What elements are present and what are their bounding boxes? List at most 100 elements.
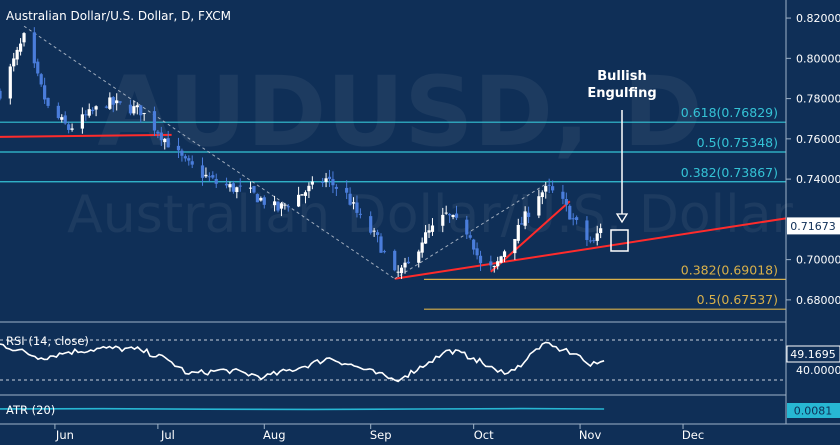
candle-body: [108, 97, 112, 109]
candle-body: [444, 212, 448, 214]
candle-body: [80, 114, 84, 129]
candle-body: [283, 204, 287, 206]
candle-body: [568, 205, 572, 220]
candle-body: [46, 97, 50, 106]
candle-body: [540, 192, 544, 198]
candle-body: [22, 33, 26, 43]
candle-body: [132, 106, 136, 114]
candle-body: [499, 256, 503, 263]
candle-body: [561, 191, 565, 199]
candle-body: [310, 181, 314, 185]
candle-body: [351, 202, 356, 204]
candle-body: [526, 212, 531, 217]
x-tick-label: Nov: [579, 428, 602, 442]
candle-body: [0, 90, 2, 99]
candle-body: [396, 271, 400, 273]
candle-body: [214, 178, 218, 184]
candle-body: [207, 176, 211, 178]
candle-body: [156, 131, 160, 134]
candle-body: [424, 232, 428, 244]
annotation-arrow-head: [615, 213, 629, 224]
candle-body: [166, 138, 170, 148]
candle-body: [115, 100, 119, 104]
rsi-value-label: 49.1695: [790, 348, 836, 361]
trendlines: [0, 25, 787, 280]
trendline: [394, 217, 787, 280]
candle-body: [441, 214, 445, 226]
annotation-line1: Bullish: [597, 69, 647, 84]
y-axis: 0.82000 0.80000 0.78000 0.76000 0.74000 0.700…: [786, 12, 840, 307]
candle-body: [231, 183, 235, 192]
candle-body: [15, 49, 19, 60]
fib-label: 0.618(0.76829): [681, 105, 778, 120]
candle-body: [228, 184, 232, 188]
candle-body: [60, 117, 64, 120]
candle-body: [420, 242, 424, 253]
candle-body: [272, 201, 277, 206]
candle-body: [492, 266, 496, 268]
x-tick-label: Dec: [682, 428, 704, 442]
candle-body: [235, 187, 239, 193]
candle-body: [262, 197, 266, 205]
candle-body: [204, 174, 208, 177]
candle-body: [489, 261, 493, 266]
candle-body: [502, 251, 507, 257]
fib-label: 0.382(0.69018): [681, 262, 778, 277]
candle-body: [39, 74, 43, 85]
watermark-name: Australian Dollar/U.S. Dollar: [67, 185, 793, 245]
candle-body: [369, 216, 373, 233]
candle-body: [472, 239, 476, 250]
candle-body: [142, 113, 146, 115]
candle-body: [465, 219, 469, 235]
candle-body: [468, 235, 472, 238]
candle-body: [417, 251, 421, 263]
candle-body: [324, 178, 328, 183]
candle-body: [575, 217, 579, 220]
candle-body: [43, 85, 47, 100]
candle-body: [393, 250, 397, 271]
candle-body: [159, 132, 163, 141]
candle-body: [451, 215, 455, 218]
y-tick-label: 0.76000: [796, 133, 840, 146]
candle-body: [163, 138, 167, 143]
y-tick-label: 0.82000: [796, 12, 840, 25]
candle-body: [94, 106, 98, 110]
candlesticks: [0, 27, 603, 279]
candle-body: [520, 223, 524, 225]
candle-body: [297, 194, 301, 207]
atr-value-label: 0.0081: [794, 405, 833, 418]
x-tick-label: Sep: [370, 428, 392, 442]
fib-label: 0.5(0.67537): [697, 292, 778, 307]
atr-value-box: [787, 403, 840, 418]
trendline: [23, 25, 395, 280]
candle-body: [334, 186, 338, 189]
candle-body: [585, 220, 589, 240]
candle-body: [372, 230, 376, 232]
candle-body: [67, 124, 71, 130]
candle-body: [399, 267, 404, 274]
bullish-engulfing-annotation: Bullish Engulfing: [587, 69, 657, 252]
trendline: [490, 200, 571, 273]
candle-body: [187, 158, 191, 161]
candle-body: [279, 203, 284, 209]
fib-levels: 0.618(0.76829) 0.5(0.75348) 0.382(0.73867)…: [0, 105, 786, 310]
fib-label: 0.382(0.73867): [681, 165, 778, 180]
candle-body: [87, 109, 91, 116]
candle-body: [252, 186, 256, 193]
candle-body: [406, 261, 411, 264]
trendline: [0, 133, 172, 138]
candle-body: [551, 186, 555, 191]
candle-body: [513, 238, 517, 254]
candle-body: [238, 185, 242, 187]
candle-body: [358, 213, 362, 215]
candle-body: [224, 183, 229, 186]
candle-body: [190, 161, 194, 165]
candle-body: [564, 199, 568, 205]
candle-body: [200, 165, 205, 178]
x-tick-label: Oct: [474, 428, 494, 442]
candle-body: [63, 115, 67, 124]
last-price-box: [787, 217, 840, 235]
candle-body: [139, 105, 143, 116]
atr-title: ATR (20): [6, 403, 55, 417]
